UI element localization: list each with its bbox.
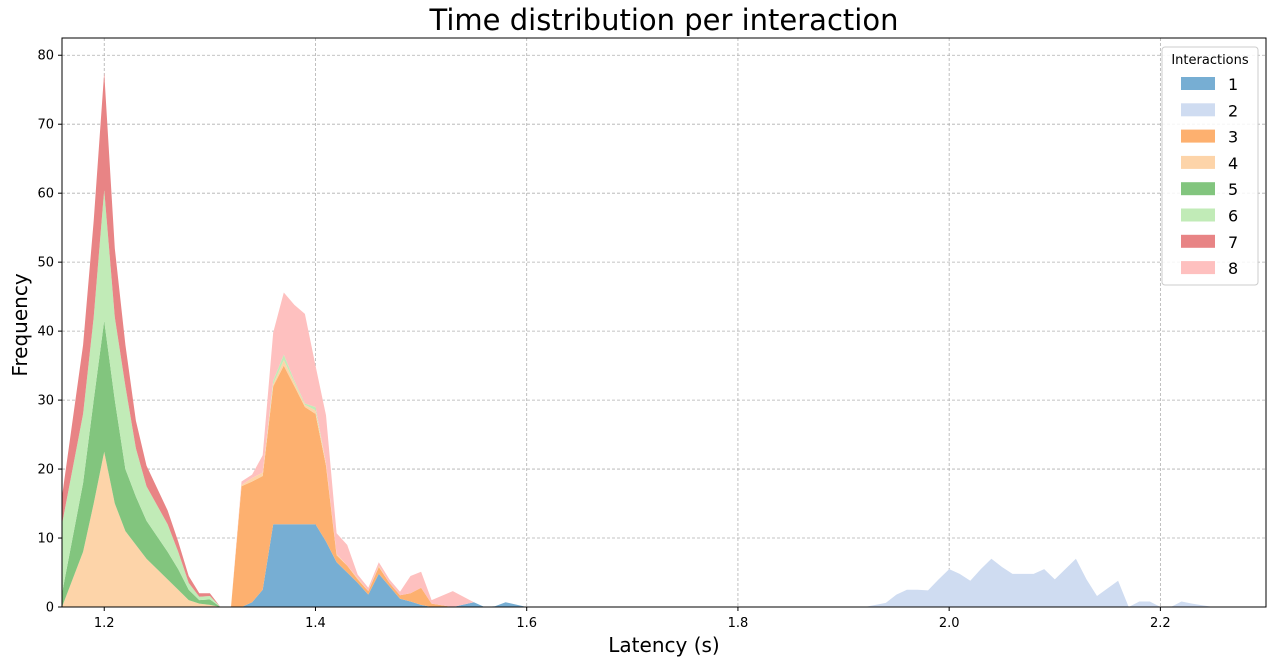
legend-label-6: 6: [1228, 207, 1238, 226]
x-tick-label: 1.2: [94, 616, 115, 631]
x-tick-label: 1.4: [305, 616, 326, 631]
x-tick-label: 1.8: [728, 616, 749, 631]
legend-swatch-2: [1181, 103, 1215, 117]
x-tick-label: 2.0: [939, 616, 960, 631]
legend-title: Interactions: [1171, 53, 1249, 68]
y-tick-label: 60: [37, 187, 54, 202]
y-tick-label: 70: [37, 118, 54, 133]
legend-swatch-6: [1181, 208, 1215, 222]
legend-label-2: 2: [1228, 101, 1238, 120]
y-tick-label: 10: [37, 532, 54, 547]
legend-swatch-8: [1181, 261, 1215, 275]
legend-label-1: 1: [1228, 75, 1238, 94]
y-tick-label: 30: [37, 394, 54, 409]
y-tick-label: 50: [37, 256, 54, 271]
legend-swatch-5: [1181, 182, 1215, 196]
legend-label-5: 5: [1228, 180, 1238, 199]
area-series-5: [62, 320, 1214, 607]
legend-swatch-3: [1181, 129, 1215, 143]
area-series-2: [62, 524, 1214, 607]
area-series-group: [62, 72, 1214, 607]
x-tick-label: 2.2: [1150, 616, 1171, 631]
x-axis-label: Latency (s): [608, 633, 719, 657]
x-tick-label: 1.6: [516, 616, 537, 631]
plot-frame: [61, 37, 1267, 608]
legend: Interactions 1 2 3 4 5 6 7 8: [1161, 46, 1259, 286]
legend-items: 1 2 3 4 5 6 7 8: [1181, 75, 1238, 278]
y-tick-label: 0: [46, 601, 54, 616]
area-series-6: [62, 189, 1214, 607]
legend-swatch-1: [1181, 77, 1215, 90]
area-series-3: [62, 365, 1214, 607]
area-series-8: [62, 72, 1214, 607]
y-tick-label: 20: [37, 463, 54, 478]
legend-label-3: 3: [1228, 128, 1238, 147]
legend-label-4: 4: [1228, 154, 1238, 173]
chart-title: Time distribution per interaction: [429, 3, 899, 37]
axis-ticks: 1.2 1.4 1.6 1.8 2.0 2.2 0 10 20 30 40 50 60 70 80: [37, 49, 1170, 631]
y-axis-label: Frequency: [8, 273, 32, 376]
y-tick-label: 80: [37, 49, 54, 64]
y-tick-label: 40: [37, 325, 54, 340]
legend-swatch-4: [1181, 155, 1215, 169]
legend-label-7: 7: [1228, 233, 1238, 252]
legend-label-8: 8: [1228, 259, 1238, 278]
area-series-1: [62, 524, 1214, 607]
legend-swatch-7: [1181, 234, 1215, 248]
area-series-7: [62, 72, 1214, 607]
